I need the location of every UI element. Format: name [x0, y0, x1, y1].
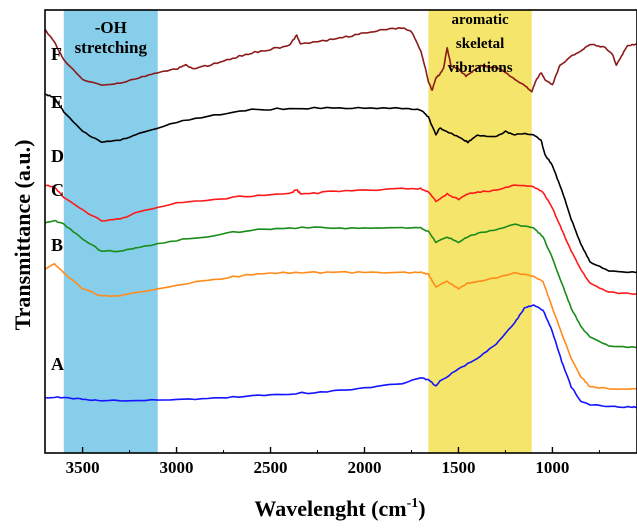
series-layer	[44, 26, 637, 409]
x-tick-label-3000: 3000	[160, 458, 194, 477]
band-1-label-line-2: stretching	[75, 38, 148, 57]
x-tick-label-1000: 1000	[535, 458, 569, 477]
x-axis-title-sup: -1	[407, 496, 419, 511]
series-label-c: C	[51, 180, 64, 200]
x-axis-title-main: Wavelenght (cm	[254, 496, 406, 521]
band-layer	[63, 10, 532, 453]
series-label-a: A	[51, 354, 64, 374]
series-label-b: B	[51, 235, 63, 255]
x-axis-title: Wavelenght (cm-1)	[254, 496, 425, 521]
series-label-e: E	[51, 92, 63, 112]
band-1-label-line-1: -OH	[95, 18, 127, 37]
y-axis-title: Transmittance (a.u.)	[10, 140, 35, 331]
series-labels: A B CD E F	[51, 44, 64, 374]
plot-frame	[44, 9, 637, 454]
series-line-b	[44, 262, 637, 391]
series-line-d	[44, 184, 637, 295]
series-line-f	[44, 26, 637, 93]
series-label-f: F	[51, 44, 62, 64]
x-tick-label-2500: 2500	[254, 458, 288, 477]
highlight-band-2	[428, 10, 532, 453]
band-2-label-line-3: vibrations	[448, 60, 513, 76]
series-line-a	[44, 304, 637, 409]
x-axis: 3500 3000 2500 2000 1500 1000	[66, 447, 600, 477]
x-tick-label-1500: 1500	[441, 458, 475, 477]
series-line-c	[44, 219, 637, 349]
x-tick-label-3500: 3500	[66, 458, 100, 477]
band-2-label-line-2: skeletal	[456, 36, 504, 52]
series-label-d: D	[51, 146, 64, 166]
band-2-label-line-1: aromatic	[451, 12, 509, 28]
x-tick-label-2000: 2000	[347, 458, 381, 477]
series-line-e	[44, 93, 637, 274]
x-axis-title-close: )	[418, 496, 425, 521]
